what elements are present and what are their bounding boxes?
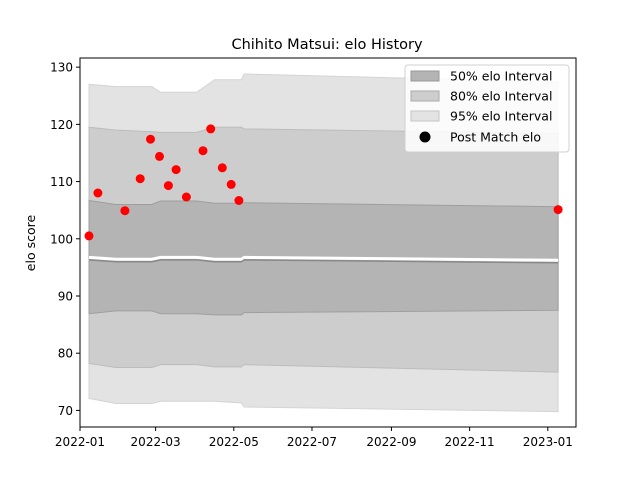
- legend-frame: [404, 64, 570, 153]
- data-point-7: [171, 165, 181, 175]
- data-point-13: [234, 196, 244, 205]
- mean-line: [88, 259, 559, 264]
- y-axis-label: elo score: [23, 215, 38, 272]
- data-point-0: [84, 231, 94, 241]
- y-tick-label-1: 80: [58, 347, 73, 361]
- data-point-11: [217, 163, 227, 173]
- legend-label-95: 95% elo Interval: [450, 109, 552, 124]
- legend-label-80: 80% elo Interval: [450, 89, 552, 104]
- data-point-14: [553, 205, 563, 215]
- legend-swatch-80: [410, 90, 440, 102]
- x-tick-label-6: 2023-01: [523, 435, 573, 449]
- x-tick-label-0: 2022-01: [55, 435, 105, 449]
- legend-label-50: 50% elo Interval: [450, 69, 552, 84]
- data-point-8: [181, 192, 191, 202]
- data-point-2: [120, 206, 130, 216]
- y-tick-label-2: 90: [58, 289, 73, 303]
- plot-frame: [79, 57, 577, 428]
- x-tick-label-2: 2022-05: [209, 435, 259, 449]
- y-tick-label-4: 110: [50, 175, 73, 189]
- data-point-1: [93, 188, 103, 198]
- legend-label-post-match: Post Match elo: [450, 130, 541, 145]
- y-tick-label-0: 70: [58, 404, 73, 418]
- data-point-5: [155, 151, 164, 161]
- data-point-10: [206, 124, 216, 134]
- x-tick-label-1: 2022-03: [131, 435, 181, 449]
- legend: 50% elo Interval 80% elo Interval 95% el…: [404, 64, 570, 153]
- data-point-4: [146, 134, 155, 144]
- axes: 2022-01 2022-03 2022-05 2022-07 2022-09 2022-…: [50, 57, 577, 449]
- mean-gap-line: [88, 255, 559, 262]
- chart-title: Chihito Matsui: elo History: [231, 37, 423, 53]
- data-point-12: [226, 179, 236, 189]
- data-point-3: [135, 174, 145, 184]
- post-match-points: [84, 124, 563, 241]
- y-tick-label-5: 120: [50, 118, 73, 132]
- x-tick-label-3: 2022-07: [287, 435, 337, 449]
- y-tick-label-3: 100: [50, 232, 73, 246]
- legend-swatch-50: [410, 70, 440, 82]
- mean-line-layer: [88, 255, 559, 264]
- x-tick-label-4: 2022-09: [366, 435, 416, 449]
- data-point-9: [198, 146, 208, 156]
- x-tick-label-5: 2022-11: [445, 435, 495, 449]
- y-tick-label-6: 130: [50, 61, 73, 75]
- data-point-6: [163, 181, 173, 191]
- legend-swatch-95: [410, 110, 440, 122]
- legend-marker-post-match: [419, 131, 431, 143]
